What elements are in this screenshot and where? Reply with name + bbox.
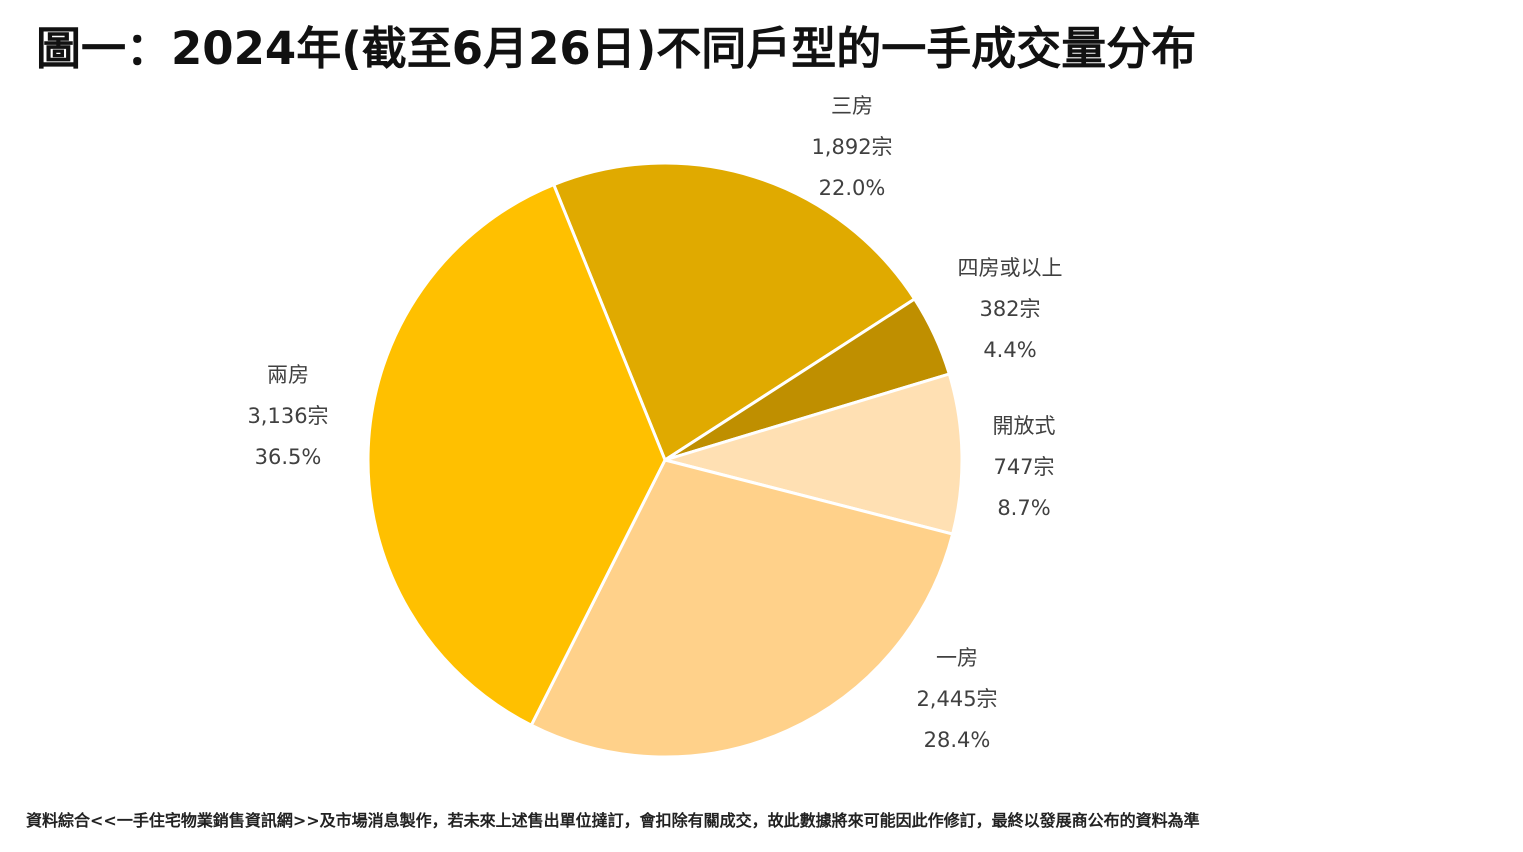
slice-percent: 8.7%	[997, 496, 1051, 520]
slice-percent: 28.4%	[923, 728, 991, 752]
slice-percent: 22.0%	[818, 176, 886, 200]
slice-one-room	[529, 458, 955, 759]
slice-name: 一房	[936, 646, 978, 670]
slice-count: 3,136宗	[247, 404, 329, 428]
slice-three-room	[552, 161, 917, 462]
slice-label-three-room: 三房 1,892宗 22.0%	[811, 86, 892, 209]
slice-percent: 36.5%	[254, 445, 322, 469]
slice-label-one-room: 一房 2,445宗 28.4%	[916, 638, 997, 761]
slice-name: 四房或以上	[957, 256, 1063, 280]
slice-open-plan	[663, 372, 964, 536]
slice-percent: 4.4%	[983, 338, 1037, 362]
slice-name: 三房	[831, 94, 873, 118]
slice-two-room	[366, 183, 667, 727]
slice-count: 747宗	[993, 455, 1055, 479]
slice-count: 382宗	[979, 297, 1041, 321]
slice-count: 1,892宗	[811, 135, 893, 159]
source-footnote: 資料綜合<<一手住宅物業銷售資訊網>>及市場消息製作，若未來上述售出單位撻訂，會…	[26, 811, 1200, 830]
slice-name: 開放式	[992, 414, 1056, 438]
chart-title: 圖一：2024年(截至6月26日)不同戶型的一手成交量分布	[36, 22, 1197, 75]
slice-count: 2,445宗	[916, 687, 998, 711]
slice-name: 兩房	[267, 363, 309, 387]
slice-label-two-room: 兩房 3,136宗 36.5%	[247, 355, 328, 478]
slice-label-open-plan: 開放式 747宗 8.7%	[993, 406, 1056, 529]
slice-label-four-room-plus: 四房或以上 382宗 4.4%	[958, 248, 1063, 371]
